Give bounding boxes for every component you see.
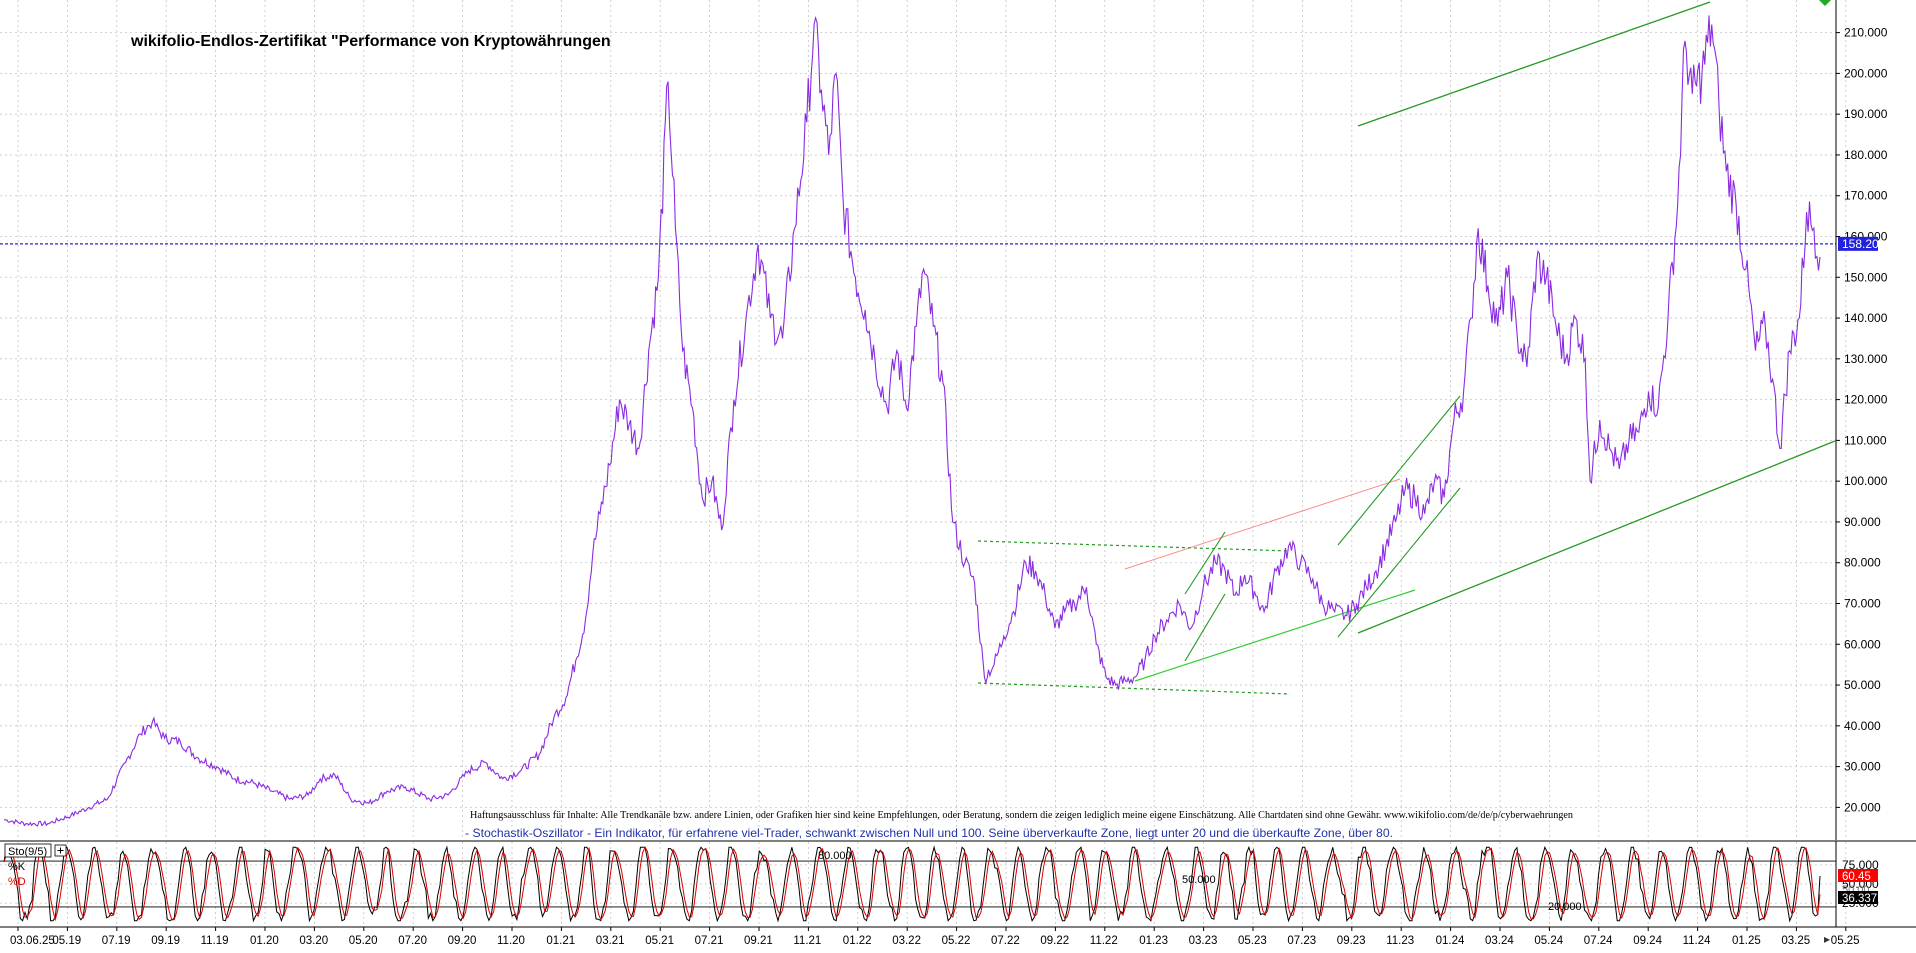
trendline-short-up-2	[1184, 593, 1226, 662]
time-tick-label: 05.23	[1238, 935, 1267, 947]
time-tick-label: 11.19	[201, 935, 229, 947]
time-tick-label: 05.24	[1534, 935, 1563, 947]
time-tick-label: 01.25	[1732, 935, 1761, 947]
time-tick-label: 09.22	[1040, 935, 1069, 947]
disclaimer-text: Haftungsausschluss für Inhalte: Alle Tre…	[470, 810, 1574, 821]
time-tick-label: 01.24	[1436, 935, 1465, 947]
osc-k-badge: 60.45	[1838, 869, 1878, 883]
time-tick-label: 11.21	[793, 935, 821, 947]
time-tick-label: 11.24	[1683, 935, 1712, 947]
time-tick-label: 07.20	[398, 935, 427, 947]
time-tick-label: 01.21	[546, 935, 575, 947]
time-tick-label: 09.21	[744, 935, 773, 947]
price-tick-label: 70.000	[1844, 596, 1881, 610]
time-tick-label: 11.22	[1090, 935, 1118, 947]
osc-d-badge: 36.337	[1838, 891, 1878, 905]
osc-panel-header: Sto(9/5) %K %D	[4, 843, 67, 888]
time-tick-label: 07.23	[1287, 935, 1316, 947]
time-tick-label: 01.20	[250, 935, 279, 947]
price-series-line	[3, 15, 1821, 827]
price-tick-label: 90.000	[1844, 515, 1881, 529]
time-tick-label: 09.23	[1337, 935, 1366, 947]
time-tick-label: 05.25	[1831, 935, 1860, 947]
osc-tick-label: 75.000	[1842, 858, 1879, 872]
time-tick-label: 05.19	[52, 935, 81, 947]
time-tick-label: 09.24	[1633, 935, 1662, 947]
time-tick-label: 09.19	[151, 935, 180, 947]
time-tick-label: 05.20	[349, 935, 378, 947]
osc-inline-50-label: 50.000	[1182, 874, 1216, 886]
trendline-lower-channel	[1357, 440, 1836, 634]
time-tick-label: 11.20	[497, 935, 525, 947]
trendline-range-bottom	[977, 682, 1291, 695]
osc-d-legend: %D	[8, 876, 26, 888]
osc-k-line	[3, 845, 1821, 923]
price-tick-label: 40.000	[1844, 719, 1881, 733]
time-tick-label: 05.22	[942, 935, 971, 947]
price-tick-label: 60.000	[1844, 637, 1881, 651]
price-tick-label: 180.000	[1844, 148, 1888, 162]
price-tick-label: 140.000	[1844, 311, 1888, 325]
time-tick-label: 07.24	[1584, 935, 1613, 947]
time-tick-label: 07.22	[991, 935, 1020, 947]
green-triangle-icon	[1819, 0, 1831, 6]
trendline-upper-channel	[1357, 1, 1711, 127]
price-tick-label: 200.000	[1844, 66, 1888, 80]
time-tick-label: 07.19	[102, 935, 131, 947]
price-value-badge: 158.20	[1838, 236, 1879, 251]
trendlines	[977, 1, 1836, 695]
time-tick-label: 11.23	[1386, 935, 1414, 947]
time-tick-label: 03.06.25	[10, 935, 55, 947]
osc-d-line	[3, 846, 1821, 922]
time-tick-label: 05.21	[645, 935, 674, 947]
osc-k-value: 60.45	[1842, 871, 1871, 883]
price-tick-label: 20.000	[1844, 800, 1881, 814]
price-tick-label: 130.000	[1844, 352, 1888, 366]
price-tick-label: 150.000	[1844, 270, 1888, 284]
time-tick-label: 01.22	[843, 935, 872, 947]
time-tick-label: 03.22	[892, 935, 921, 947]
trendline-range-top	[977, 540, 1291, 552]
osc-inline-80-label: 80.000	[818, 850, 852, 862]
price-tick-label: 210.000	[1844, 26, 1888, 40]
price-tick-label: 120.000	[1844, 393, 1888, 407]
time-tick-label: 03.23	[1189, 935, 1218, 947]
osc-inline-20-label: 20.000	[1548, 901, 1582, 913]
time-tick-label: 03.21	[596, 935, 625, 947]
time-tick-label: 09.20	[448, 935, 477, 947]
trendline-red-resistance	[1124, 478, 1401, 570]
time-tick-label: 03.20	[299, 935, 328, 947]
price-tick-label: 170.000	[1844, 189, 1888, 203]
time-tick-label: 07.21	[695, 935, 724, 947]
trendline-steep-up-2	[1337, 487, 1461, 638]
time-tick-label: 03.25	[1781, 935, 1810, 947]
right-arrow-icon[interactable]: ▸	[1824, 932, 1830, 946]
osc-k-legend: %K	[8, 861, 26, 873]
price-tick-label: 100.000	[1844, 474, 1888, 488]
osc-d-value: 36.337	[1842, 893, 1877, 905]
price-tick-label: 80.000	[1844, 556, 1881, 570]
time-tick-label: 01.23	[1139, 935, 1168, 947]
price-value-label: 158.20	[1842, 237, 1879, 251]
osc-title: Sto(9/5)	[8, 846, 47, 858]
plus-box-icon[interactable]	[54, 844, 67, 857]
price-tick-label: 110.000	[1844, 433, 1887, 447]
trendline-support-rising	[1134, 589, 1416, 682]
trendline-steep-up-1	[1337, 395, 1461, 546]
price-tick-label: 50.000	[1844, 678, 1881, 692]
price-tick-label: 190.000	[1844, 107, 1888, 121]
indicator-note: - Stochastik-Oszillator - Ein Indikator,…	[465, 826, 1393, 840]
chart-title: wikifolio-Endlos-Zertifikat "Performance…	[130, 33, 611, 50]
price-tick-label: 30.000	[1844, 760, 1881, 774]
trendline-short-up-1	[1184, 531, 1226, 595]
time-tick-label: 03.24	[1485, 935, 1514, 947]
